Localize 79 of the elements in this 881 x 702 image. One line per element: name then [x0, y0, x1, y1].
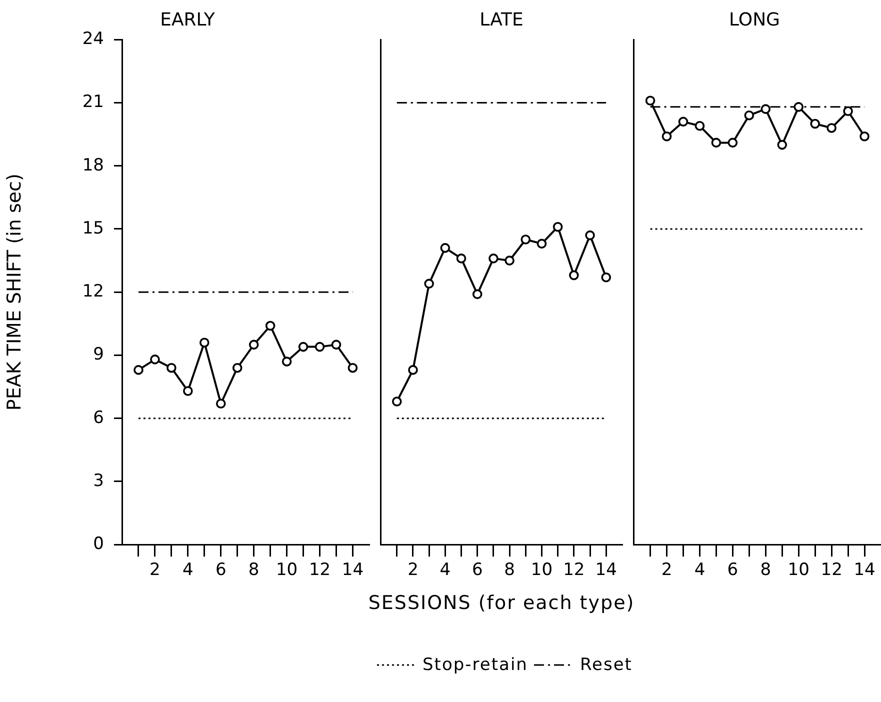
- point: [694, 120, 705, 131]
- x-tick-label: 12: [563, 560, 585, 580]
- point: [166, 362, 176, 373]
- point: [456, 254, 466, 264]
- point: [440, 243, 450, 253]
- point: [520, 234, 531, 244]
- point: [678, 116, 688, 127]
- point: [183, 386, 193, 396]
- chart-title: EARLY: [160, 9, 216, 30]
- chart-title: LATE: [480, 9, 524, 30]
- point: [150, 354, 160, 364]
- x-axis-title: SESSIONS (for each type): [367, 592, 636, 614]
- y-tick-label: 12: [82, 282, 104, 302]
- x-tick-label: 4: [440, 560, 451, 580]
- x-tick-label: 14: [595, 560, 617, 580]
- x-tick-label: 6: [215, 560, 226, 580]
- point: [569, 270, 579, 280]
- x-tick-label: 2: [661, 560, 672, 580]
- y-tick-label: 3: [93, 470, 104, 491]
- point: [760, 104, 771, 114]
- point: [248, 340, 259, 350]
- legend-label: Stop-retain: [422, 655, 528, 675]
- point: [265, 320, 276, 331]
- x-tick-label: 2: [408, 560, 418, 580]
- legend-label: Reset: [580, 655, 632, 675]
- y-tick-label: 6: [93, 408, 104, 428]
- point: [860, 131, 870, 142]
- x-tick-label: 8: [248, 560, 260, 580]
- point: [408, 365, 418, 375]
- y-tick-label: 9: [93, 344, 104, 365]
- x-tick-label: 12: [820, 560, 842, 580]
- point: [728, 138, 738, 148]
- x-tick-label: 10: [276, 560, 298, 580]
- x-tick-label: 14: [854, 560, 876, 580]
- point: [216, 398, 226, 409]
- x-tick-label: 2: [150, 560, 160, 580]
- y-tick-label: 24: [82, 29, 104, 50]
- x-tick-label: 10: [788, 560, 810, 580]
- x-tick-label: 10: [530, 560, 553, 580]
- point: [810, 118, 820, 129]
- point: [843, 106, 853, 116]
- y-tick-label: 18: [82, 155, 104, 176]
- y-tick-label: 21: [82, 92, 104, 112]
- y-axis-title: PEAK TIME SHIFT (in sec): [3, 174, 26, 411]
- y-tick-label: 15: [82, 218, 104, 238]
- point: [645, 96, 656, 106]
- x-tick-label: 6: [472, 560, 483, 580]
- point: [424, 278, 434, 289]
- x-tick-label: 8: [504, 560, 515, 580]
- x-tick-label: 6: [727, 560, 738, 580]
- point: [585, 230, 595, 240]
- point: [601, 272, 612, 282]
- point: [794, 102, 804, 112]
- point: [232, 362, 242, 373]
- chart-title: LONG: [729, 9, 780, 30]
- point: [282, 356, 292, 366]
- point: [200, 338, 210, 348]
- point: [711, 138, 722, 148]
- point: [744, 110, 754, 120]
- point: [536, 238, 547, 249]
- x-tick-label: 4: [182, 560, 194, 580]
- point: [826, 123, 836, 133]
- point: [314, 342, 325, 352]
- point: [472, 289, 482, 300]
- point: [552, 222, 563, 232]
- point: [488, 254, 498, 264]
- point: [392, 396, 402, 406]
- point: [777, 140, 788, 150]
- x-tick-label: 8: [760, 560, 772, 580]
- point: [298, 342, 308, 352]
- point: [331, 340, 342, 350]
- point: [134, 365, 144, 375]
- point: [662, 131, 672, 142]
- x-tick-label: 12: [308, 560, 331, 580]
- point: [504, 256, 514, 266]
- x-tick-label: 4: [694, 560, 706, 580]
- x-tick-label: 14: [342, 560, 364, 580]
- y-tick-label: 0: [93, 534, 104, 554]
- point: [348, 362, 358, 373]
